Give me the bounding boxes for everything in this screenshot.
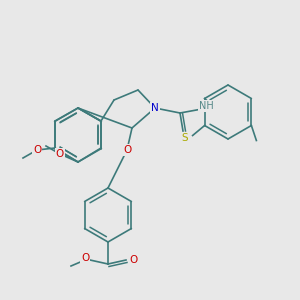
Text: O: O [81, 253, 89, 263]
Text: O: O [123, 145, 131, 155]
Text: O: O [129, 255, 137, 265]
Text: O: O [56, 149, 64, 159]
Text: N: N [151, 103, 159, 113]
Text: S: S [182, 133, 188, 143]
Text: O: O [33, 145, 41, 155]
Text: NH: NH [199, 101, 213, 111]
